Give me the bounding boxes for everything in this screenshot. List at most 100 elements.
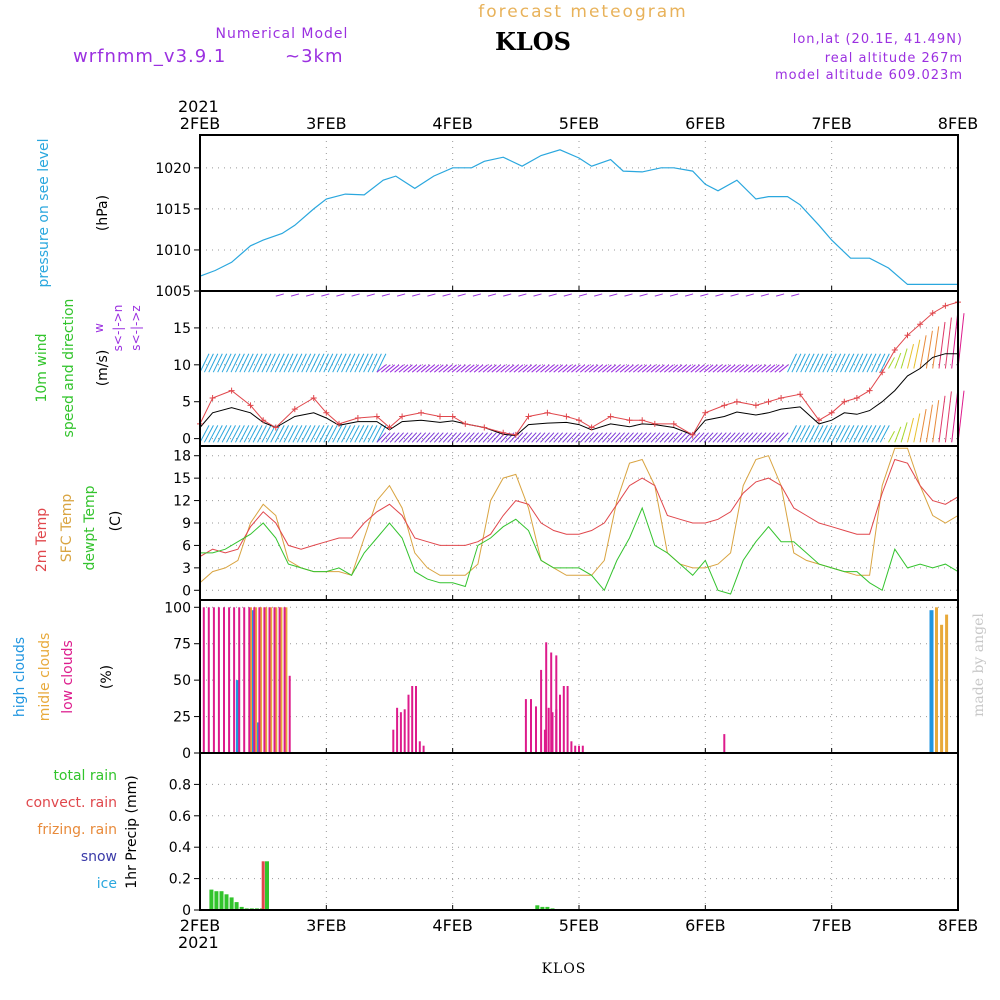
wind-barb <box>442 432 453 443</box>
bar-low-clouds <box>223 607 225 753</box>
bar-low-clouds <box>243 607 246 753</box>
wind-barb <box>938 395 946 443</box>
wind-barb <box>274 353 285 373</box>
wind-barb <box>535 364 546 373</box>
wind-barb <box>287 353 298 373</box>
wind-barb <box>531 432 541 443</box>
wind-barb <box>593 432 603 443</box>
wind-barb <box>951 390 959 443</box>
wind-barb <box>879 425 890 443</box>
bar-high-clouds <box>235 680 240 753</box>
wind-barb <box>774 364 785 373</box>
wind-barb <box>672 432 683 443</box>
bar-low-clouds <box>202 607 205 753</box>
wind-barb <box>800 425 811 443</box>
bar-low-clouds <box>268 607 271 753</box>
footer-station: KLOS <box>542 961 587 977</box>
wind-barb <box>588 364 599 373</box>
wind-barb <box>822 353 833 373</box>
wind-barb <box>835 425 846 443</box>
panel-frame-clouds <box>199 599 959 754</box>
y-tick-label: 18 <box>173 449 191 465</box>
wind-barb <box>503 293 512 297</box>
wind-barb <box>433 364 444 373</box>
wind-barb <box>321 293 330 297</box>
wind-barb <box>725 432 736 443</box>
series-sfc-temp <box>199 447 959 584</box>
direction-key-w: w <box>92 323 106 333</box>
wind-barb <box>513 364 524 373</box>
wind-barb <box>584 432 595 443</box>
wind-barb <box>703 432 714 443</box>
x-tick-label-bottom: 5FEB <box>559 916 599 935</box>
y-tick-label: 0.4 <box>169 840 191 856</box>
wind-barb <box>243 425 254 443</box>
wind-barb <box>610 432 621 443</box>
y-tick-label: 0.6 <box>169 809 191 825</box>
wind-barb <box>460 432 471 443</box>
wind-barb <box>327 353 338 373</box>
wind-barb <box>659 364 670 373</box>
wind-gust-marker <box>272 424 279 431</box>
x-tick-label-bottom: 7FEB <box>811 916 851 935</box>
wind-barb <box>597 364 608 373</box>
wind-barb <box>669 293 679 297</box>
wind-barb <box>336 353 347 373</box>
wind-barb <box>871 353 881 373</box>
bar-mid-clouds <box>279 607 283 753</box>
wind-barb <box>526 432 537 443</box>
wind-barb <box>925 404 933 443</box>
wind-barb <box>252 425 263 443</box>
bar-low-clouds <box>392 729 395 753</box>
bar-low-clouds <box>555 655 558 753</box>
wind-gust-marker <box>651 420 658 427</box>
wind-barb <box>734 364 745 373</box>
wind-barb <box>775 293 785 297</box>
wind-barb <box>345 353 356 373</box>
wind-barb <box>609 293 618 297</box>
ylabel-frizing-rain: frizing. rain <box>37 822 117 838</box>
bar-total-rain <box>219 891 224 910</box>
x-tick-label-bottom: 4FEB <box>432 916 472 935</box>
x-tick-label-top: 5FEB <box>559 114 599 133</box>
wind-barb <box>593 364 603 373</box>
bar-low-clouds <box>530 699 532 753</box>
wind-barb <box>504 364 515 373</box>
wind-barb <box>336 425 347 443</box>
wind-barb <box>677 432 687 443</box>
ylabel-temp-unit: (C) <box>108 511 124 532</box>
wind-barb <box>809 353 820 373</box>
wind-gust-marker <box>891 347 898 353</box>
wind-barb <box>681 364 692 373</box>
wind-barb <box>844 425 855 443</box>
model-label: Numerical Model <box>216 26 349 42</box>
wind-gust-marker <box>437 413 443 420</box>
wind-barb <box>314 425 325 443</box>
wind-barb <box>376 425 387 443</box>
wind-barb <box>411 432 422 443</box>
wind-barb <box>871 425 881 443</box>
wind-barb <box>862 353 873 373</box>
y-tick-label: 0 <box>182 903 191 919</box>
wind-barb <box>787 353 797 373</box>
wind-barb <box>274 425 285 443</box>
wind-gust-marker <box>841 398 848 405</box>
x-tick-label-top: 7FEB <box>811 114 851 133</box>
wind-barb <box>495 364 506 373</box>
wind-barb <box>655 364 665 373</box>
wind-barb <box>681 432 692 443</box>
wind-barb <box>655 432 665 443</box>
wind-barb <box>522 432 533 443</box>
wind-barb <box>553 364 564 373</box>
series-dewpt-temp <box>200 506 959 595</box>
ylabel-wind: 10m wind <box>34 333 50 402</box>
wind-barb <box>394 364 404 373</box>
wind-barb <box>795 425 806 443</box>
wind-barb <box>425 364 435 373</box>
wind-barb <box>879 353 890 373</box>
bar-low-clouds <box>578 745 580 753</box>
ylabel-high-clouds: high clouds <box>12 637 28 717</box>
wind-barb <box>844 353 855 373</box>
wind-barb <box>932 326 940 369</box>
y-tick-label: 15 <box>173 471 191 487</box>
